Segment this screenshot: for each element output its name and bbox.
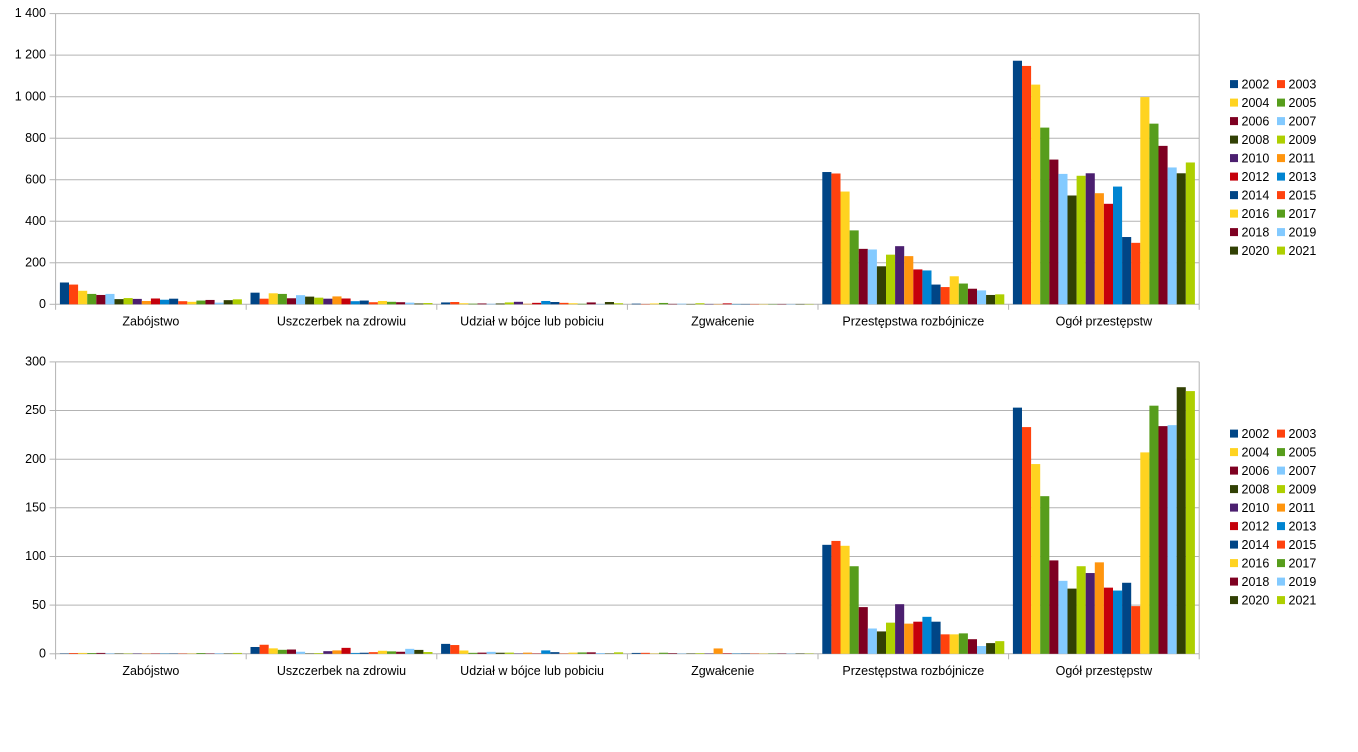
svg-text:Zabójstwo: Zabójstwo bbox=[122, 315, 179, 329]
svg-text:Ogół przestępstw: Ogół przestępstw bbox=[1056, 315, 1154, 329]
svg-text:Przestępstwa rozbójnicze: Przestępstwa rozbójnicze bbox=[842, 315, 984, 329]
svg-text:2020: 2020 bbox=[1242, 244, 1270, 258]
svg-text:2020: 2020 bbox=[1242, 594, 1270, 608]
svg-text:2002: 2002 bbox=[1242, 427, 1270, 441]
svg-text:2016: 2016 bbox=[1242, 557, 1270, 571]
svg-text:50: 50 bbox=[32, 598, 46, 612]
svg-text:Udział w bójce lub pobiciu: Udział w bójce lub pobiciu bbox=[460, 664, 604, 678]
svg-text:1 000: 1 000 bbox=[15, 89, 46, 103]
svg-text:2009: 2009 bbox=[1289, 483, 1317, 497]
svg-text:300: 300 bbox=[25, 355, 46, 369]
svg-text:0: 0 bbox=[39, 646, 46, 660]
svg-text:2013: 2013 bbox=[1289, 520, 1317, 534]
svg-text:200: 200 bbox=[25, 452, 46, 466]
svg-text:Zgwałcenie: Zgwałcenie bbox=[691, 664, 754, 678]
svg-text:2012: 2012 bbox=[1242, 520, 1270, 534]
svg-text:2013: 2013 bbox=[1289, 170, 1317, 184]
svg-text:Zabójstwo: Zabójstwo bbox=[122, 664, 179, 678]
svg-text:Uszczerbek na zdrowiu: Uszczerbek na zdrowiu bbox=[277, 664, 406, 678]
svg-text:2017: 2017 bbox=[1289, 557, 1317, 571]
svg-text:400: 400 bbox=[25, 214, 46, 228]
svg-text:2007: 2007 bbox=[1289, 464, 1317, 478]
svg-text:Uszczerbek na zdrowiu: Uszczerbek na zdrowiu bbox=[277, 315, 406, 329]
svg-text:600: 600 bbox=[25, 172, 46, 186]
svg-text:2016: 2016 bbox=[1242, 207, 1270, 221]
svg-text:200: 200 bbox=[25, 255, 46, 269]
svg-text:2006: 2006 bbox=[1242, 464, 1270, 478]
svg-text:2005: 2005 bbox=[1289, 96, 1317, 110]
svg-text:250: 250 bbox=[25, 403, 46, 417]
svg-text:1 400: 1 400 bbox=[15, 6, 46, 20]
svg-text:2014: 2014 bbox=[1242, 189, 1270, 203]
svg-text:2021: 2021 bbox=[1289, 244, 1317, 258]
svg-text:0: 0 bbox=[39, 297, 46, 311]
svg-text:2019: 2019 bbox=[1289, 226, 1317, 240]
svg-text:2015: 2015 bbox=[1289, 189, 1317, 203]
svg-text:2008: 2008 bbox=[1242, 133, 1270, 147]
svg-text:2009: 2009 bbox=[1289, 133, 1317, 147]
svg-text:150: 150 bbox=[25, 500, 46, 514]
svg-text:2017: 2017 bbox=[1289, 207, 1317, 221]
svg-text:Zgwałcenie: Zgwałcenie bbox=[691, 315, 754, 329]
svg-text:2003: 2003 bbox=[1289, 78, 1317, 92]
svg-text:2003: 2003 bbox=[1289, 427, 1317, 441]
svg-text:2014: 2014 bbox=[1242, 538, 1270, 552]
svg-text:2010: 2010 bbox=[1242, 152, 1270, 166]
svg-text:2015: 2015 bbox=[1289, 538, 1317, 552]
svg-text:2010: 2010 bbox=[1242, 501, 1270, 515]
svg-text:2011: 2011 bbox=[1289, 152, 1316, 166]
svg-text:2018: 2018 bbox=[1242, 575, 1270, 589]
svg-text:2005: 2005 bbox=[1289, 446, 1317, 460]
svg-text:Przestępstwa rozbójnicze: Przestępstwa rozbójnicze bbox=[842, 664, 984, 678]
svg-text:2019: 2019 bbox=[1289, 575, 1317, 589]
svg-text:2007: 2007 bbox=[1289, 115, 1317, 129]
svg-text:100: 100 bbox=[25, 549, 46, 563]
svg-text:Ogół przestępstw: Ogół przestępstw bbox=[1056, 664, 1154, 678]
svg-text:Udział w bójce lub pobiciu: Udział w bójce lub pobiciu bbox=[460, 315, 604, 329]
svg-text:800: 800 bbox=[25, 131, 46, 145]
svg-text:2008: 2008 bbox=[1242, 483, 1270, 497]
svg-text:2004: 2004 bbox=[1242, 446, 1270, 460]
svg-text:2002: 2002 bbox=[1242, 78, 1270, 92]
svg-text:2004: 2004 bbox=[1242, 96, 1270, 110]
svg-text:2021: 2021 bbox=[1289, 594, 1317, 608]
svg-text:2011: 2011 bbox=[1289, 501, 1316, 515]
svg-text:1 200: 1 200 bbox=[15, 48, 46, 62]
svg-text:2018: 2018 bbox=[1242, 226, 1270, 240]
svg-text:2006: 2006 bbox=[1242, 115, 1270, 129]
svg-text:2012: 2012 bbox=[1242, 170, 1270, 184]
